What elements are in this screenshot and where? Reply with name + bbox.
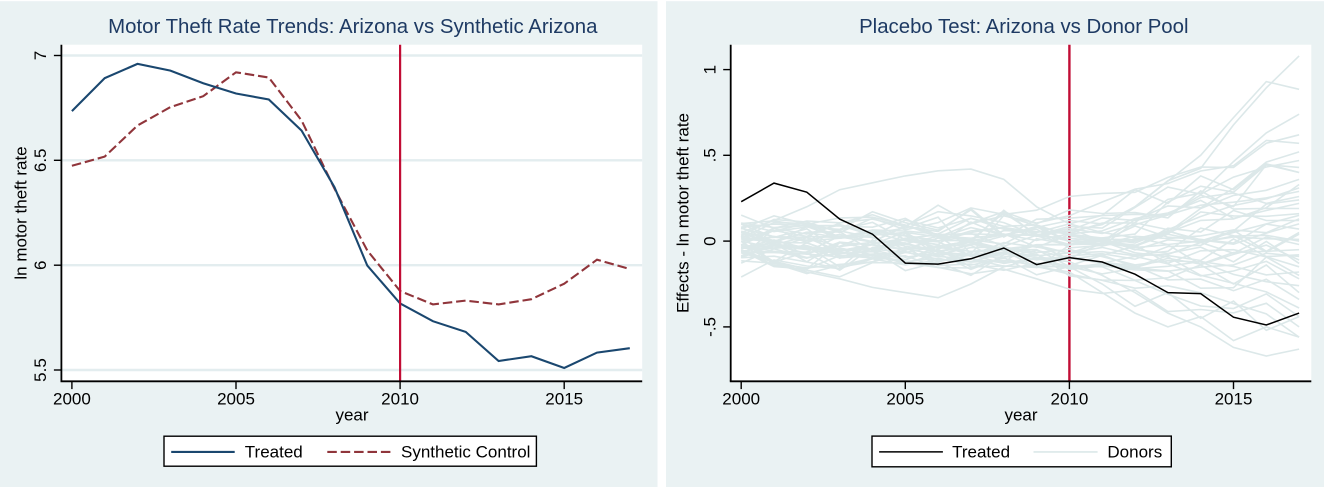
svg-text:Synthetic Control: Synthetic Control [401,443,530,462]
svg-text:year: year [335,406,368,425]
svg-text:2005: 2005 [886,389,924,408]
svg-text:Placebo Test: Arizona vs Donor: Placebo Test: Arizona vs Donor Pool [859,16,1188,38]
svg-text:7: 7 [31,51,50,60]
svg-text:2005: 2005 [217,389,255,408]
svg-text:.5: .5 [701,148,720,162]
svg-text:2000: 2000 [722,389,760,408]
svg-text:5.5: 5.5 [31,358,50,382]
svg-text:1: 1 [701,65,720,74]
svg-text:2015: 2015 [1215,389,1253,408]
svg-text:6: 6 [31,260,50,269]
svg-text:Treated: Treated [952,443,1010,462]
svg-text:2000: 2000 [53,389,91,408]
svg-text:Donors: Donors [1107,443,1162,462]
svg-text:-.5: -.5 [701,317,720,337]
svg-text:2010: 2010 [1050,389,1088,408]
svg-text:Motor Theft Rate Trends: Arizo: Motor Theft Rate Trends: Arizona vs Synt… [108,16,598,38]
svg-text:Effects - ln motor theft rate: Effects - ln motor theft rate [674,113,693,313]
svg-text:year: year [1004,406,1037,425]
svg-text:2010: 2010 [381,389,419,408]
svg-text:2015: 2015 [545,389,583,408]
svg-text:ln motor theft rate: ln motor theft rate [12,146,31,279]
svg-text:6.5: 6.5 [31,148,50,172]
svg-text:Treated: Treated [245,443,303,462]
svg-text:0: 0 [701,236,720,245]
